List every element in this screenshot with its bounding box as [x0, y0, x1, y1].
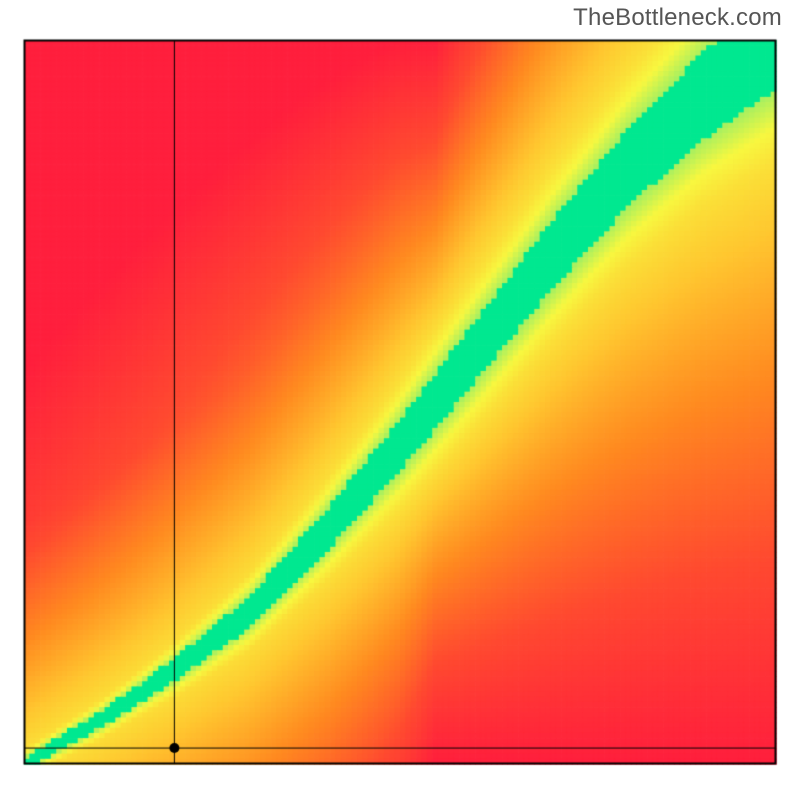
image-root: TheBottleneck.com	[0, 0, 800, 800]
heatmap-canvas	[0, 0, 800, 800]
watermark-text: TheBottleneck.com	[573, 4, 782, 32]
